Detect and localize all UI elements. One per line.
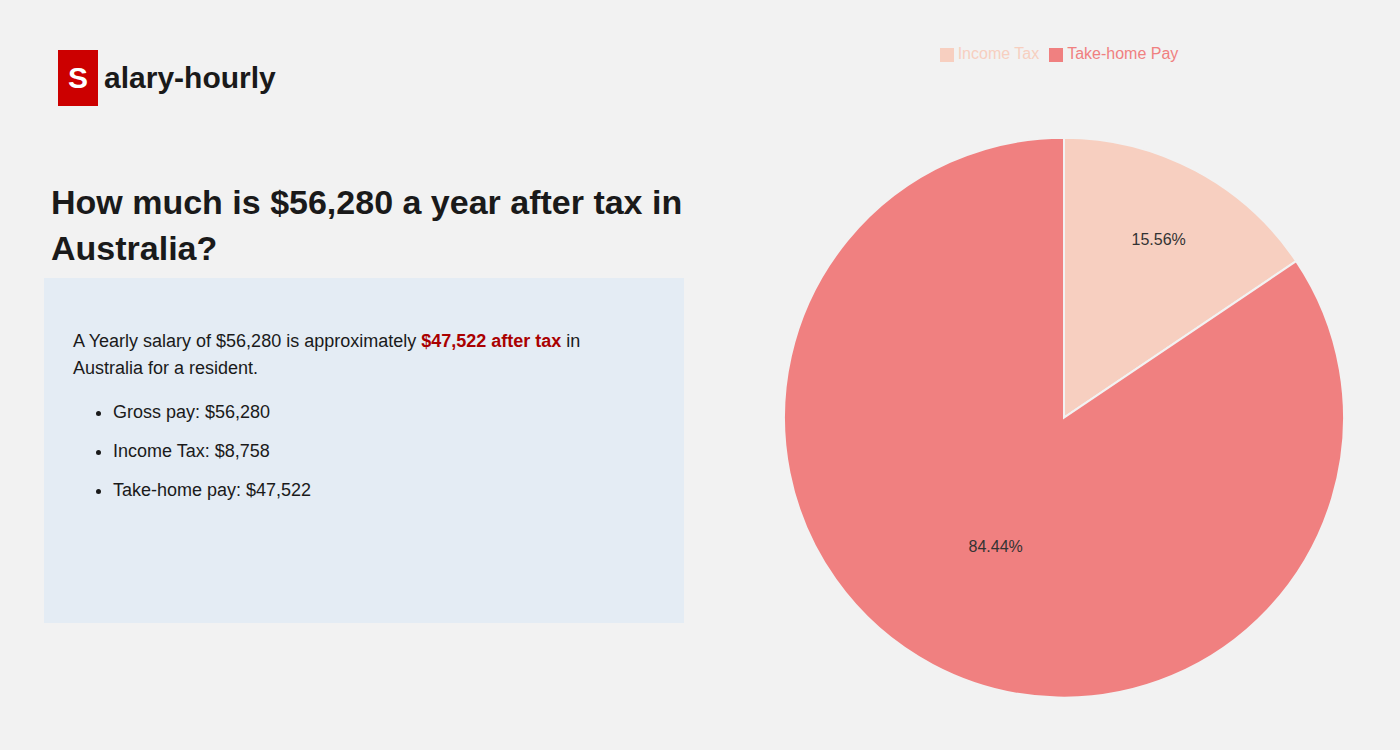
svg-text:84.44%: 84.44% bbox=[968, 538, 1022, 555]
html-text:Take-home Pay: Take-home Pay bbox=[1067, 45, 1179, 62]
html-text:S: S bbox=[68, 61, 88, 94]
svg-text:15.56%: 15.56% bbox=[1132, 231, 1186, 248]
html-text:How much is $56,280 a year aft: How much is $56,280 a year after tax in … bbox=[51, 183, 683, 267]
html-text:A Yearly salary of $56,280 is: A Yearly salary of $56,280 is approximat… bbox=[73, 331, 581, 351]
html-text:alary-hourly: alary-hourly bbox=[104, 61, 276, 94]
html-text:Take-home pay: $47,522: Take-home pay: $47,522 bbox=[113, 480, 312, 500]
html-text:Income Tax: $8,758: Income Tax: $8,758 bbox=[113, 441, 270, 461]
html-text:Income Tax: Income Tax bbox=[957, 45, 1040, 62]
html-text:Gross pay: $56,280: Gross pay: $56,280 bbox=[113, 402, 271, 422]
html-text:Australia for a resident.: Australia for a resident. bbox=[73, 358, 259, 378]
